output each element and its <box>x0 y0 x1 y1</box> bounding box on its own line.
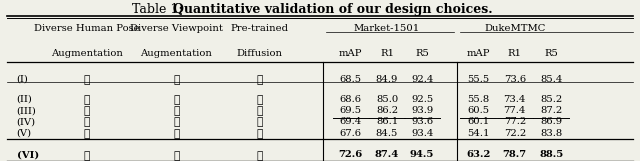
Text: 54.1: 54.1 <box>467 129 490 138</box>
Text: 68.6: 68.6 <box>340 95 362 104</box>
Text: ✓: ✓ <box>256 95 262 105</box>
Text: 67.6: 67.6 <box>340 129 362 138</box>
Text: ✗: ✗ <box>84 106 90 116</box>
Text: ✗: ✗ <box>173 75 179 85</box>
Text: 83.8: 83.8 <box>540 129 563 138</box>
Text: 63.2: 63.2 <box>466 150 491 159</box>
Text: R1: R1 <box>380 49 394 58</box>
Text: 73.4: 73.4 <box>504 95 526 104</box>
Text: 77.4: 77.4 <box>504 106 526 115</box>
Text: DukeMTMC: DukeMTMC <box>484 24 545 33</box>
Text: R1: R1 <box>508 49 522 58</box>
Text: 87.2: 87.2 <box>540 106 563 115</box>
Text: ✓: ✓ <box>84 150 90 161</box>
Text: 86.1: 86.1 <box>376 117 398 126</box>
Text: 84.5: 84.5 <box>376 129 398 138</box>
Text: Augmentation: Augmentation <box>51 49 123 58</box>
Text: 68.5: 68.5 <box>340 75 362 84</box>
Text: 92.4: 92.4 <box>411 75 433 84</box>
Text: 86.2: 86.2 <box>376 106 398 115</box>
Text: Table 1:: Table 1: <box>132 3 186 16</box>
Text: 87.4: 87.4 <box>375 150 399 159</box>
Text: ✗: ✗ <box>84 95 90 105</box>
Text: 88.5: 88.5 <box>539 150 563 159</box>
Text: 72.2: 72.2 <box>504 129 526 138</box>
Text: 60.1: 60.1 <box>467 117 490 126</box>
Text: 78.7: 78.7 <box>502 150 527 159</box>
Text: Diverse Viewpoint: Diverse Viewpoint <box>130 24 223 33</box>
Text: ✓: ✓ <box>173 106 179 116</box>
Text: ✗: ✗ <box>84 75 90 85</box>
Text: (I): (I) <box>17 75 29 84</box>
Text: 73.6: 73.6 <box>504 75 526 84</box>
Text: Augmentation: Augmentation <box>140 49 212 58</box>
Text: mAP: mAP <box>339 49 362 58</box>
Text: ✓: ✓ <box>256 117 262 127</box>
Text: mAP: mAP <box>467 49 490 58</box>
Text: Market-1501: Market-1501 <box>353 24 420 33</box>
Text: 55.5: 55.5 <box>467 75 490 84</box>
Text: ✓: ✓ <box>173 129 179 139</box>
Text: ✓: ✓ <box>256 106 262 116</box>
Text: 72.6: 72.6 <box>339 150 363 159</box>
Text: Quantitative validation of our design choices.: Quantitative validation of our design ch… <box>173 3 493 16</box>
Text: ✗: ✗ <box>256 129 262 139</box>
Text: R5: R5 <box>415 49 429 58</box>
Text: R5: R5 <box>544 49 558 58</box>
Text: (III): (III) <box>17 106 36 115</box>
Text: 86.9: 86.9 <box>540 117 562 126</box>
Text: 85.4: 85.4 <box>540 75 563 84</box>
Text: 93.9: 93.9 <box>411 106 433 115</box>
Text: ✓: ✓ <box>84 117 90 127</box>
Text: ✗: ✗ <box>256 75 262 85</box>
Text: (II): (II) <box>17 95 33 104</box>
Text: (V): (V) <box>17 129 32 138</box>
Text: (IV): (IV) <box>17 117 36 126</box>
Text: Diverse Human Pose: Diverse Human Pose <box>34 24 140 33</box>
Text: ✗: ✗ <box>173 117 179 127</box>
Text: Diffusion: Diffusion <box>236 49 282 58</box>
Text: 94.5: 94.5 <box>410 150 435 159</box>
Text: 93.4: 93.4 <box>411 129 433 138</box>
Text: 77.2: 77.2 <box>504 117 526 126</box>
Text: 60.5: 60.5 <box>467 106 490 115</box>
Text: 84.9: 84.9 <box>376 75 398 84</box>
Text: ✓: ✓ <box>173 150 179 161</box>
Text: Pre-trained: Pre-trained <box>230 24 289 33</box>
Text: ✓: ✓ <box>256 150 262 161</box>
Text: 85.0: 85.0 <box>376 95 398 104</box>
Text: 85.2: 85.2 <box>540 95 563 104</box>
Text: 69.4: 69.4 <box>340 117 362 126</box>
Text: (VI): (VI) <box>17 150 39 159</box>
Text: 55.8: 55.8 <box>467 95 490 104</box>
Text: ✗: ✗ <box>173 95 179 105</box>
Text: 93.6: 93.6 <box>411 117 433 126</box>
Text: 69.5: 69.5 <box>340 106 362 115</box>
Text: 92.5: 92.5 <box>411 95 433 104</box>
Text: ✓: ✓ <box>84 129 90 139</box>
